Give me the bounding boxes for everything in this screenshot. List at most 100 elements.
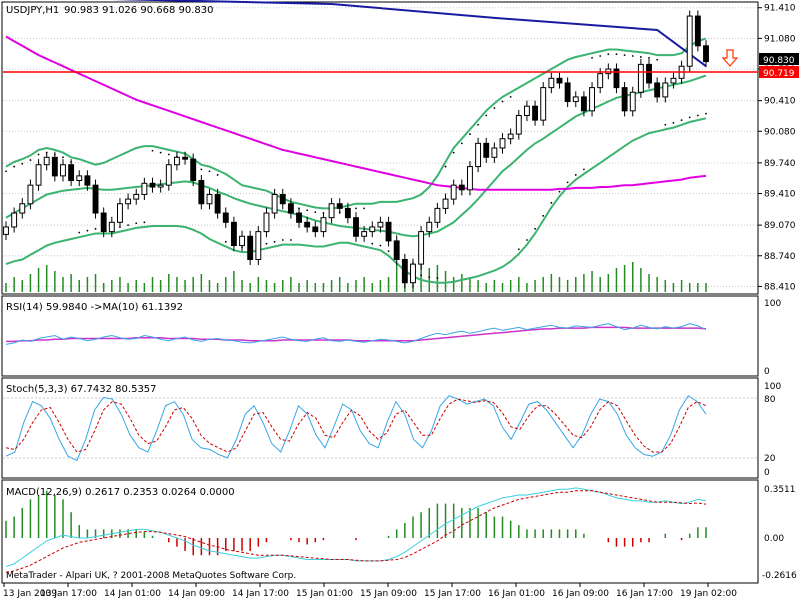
macd-label: MACD(12,26,9) 0.2617 0.2353 0.0264 0.000… xyxy=(6,487,235,498)
candle-body xyxy=(328,203,335,219)
sar-dot xyxy=(428,276,431,279)
price-axis: 91.41091.08090.75090.41090.08089.74089.4… xyxy=(758,4,796,292)
sar-dot xyxy=(143,221,146,224)
rsi-label: RSI(14) 59.9840 ->MA(10) 61.1392 xyxy=(6,302,183,313)
sar-dot xyxy=(696,114,699,117)
candle-body xyxy=(117,203,123,223)
sar-dot xyxy=(607,53,610,56)
candle-body xyxy=(426,221,433,233)
candle-body xyxy=(287,203,294,214)
candle-body xyxy=(548,77,555,89)
macd-signal-line xyxy=(5,490,707,573)
sar-dot xyxy=(86,229,89,232)
candle-body xyxy=(19,203,26,214)
sar-dot xyxy=(135,222,138,225)
sar-dot xyxy=(159,151,162,154)
candle-body xyxy=(670,77,677,84)
candle-body xyxy=(369,226,376,233)
stoch-panel: Stoch(5,3,3) 67.7432 80.5357 100 80 20 0 xyxy=(1,377,781,479)
candle-body xyxy=(239,235,245,247)
candle-body xyxy=(597,73,604,89)
sar-dot xyxy=(273,240,276,243)
candle-body xyxy=(646,63,652,84)
candle-body xyxy=(198,180,205,205)
ma-magenta-line xyxy=(5,35,707,191)
candle-body xyxy=(206,193,213,205)
sar-dot xyxy=(200,168,203,171)
sar-dot xyxy=(436,277,439,279)
candle-body xyxy=(385,221,392,242)
sar-dot xyxy=(306,209,309,212)
candle-body xyxy=(654,82,661,98)
moving-averages xyxy=(5,0,707,191)
candle-body xyxy=(11,212,18,228)
sar-dot xyxy=(664,123,667,126)
macd-tick-zero: 0.00 xyxy=(764,534,784,544)
time-tick-label: 13 Jan 2009 xyxy=(3,589,57,599)
candle-body xyxy=(336,203,343,209)
level-price-label: 90.719 xyxy=(759,66,799,79)
candle-body xyxy=(263,212,270,233)
candle-body xyxy=(507,133,514,140)
stoch-k-line xyxy=(5,394,707,462)
candle-body xyxy=(182,156,189,160)
candle-body xyxy=(312,226,319,233)
sar-dot xyxy=(623,54,626,56)
sar-dot xyxy=(29,159,32,161)
rsi-tick-100: 100 xyxy=(764,299,781,309)
level-price-value: 90.719 xyxy=(763,69,795,79)
sar-dot xyxy=(493,107,496,109)
sar-dot xyxy=(5,170,7,173)
sar-dot xyxy=(78,231,81,234)
sar-dot xyxy=(534,227,536,230)
candle-body xyxy=(434,207,441,223)
candle-body xyxy=(458,184,465,191)
sar-dot xyxy=(631,55,634,57)
price-tick-label: 90.410 xyxy=(764,97,796,107)
candle-body xyxy=(296,212,302,223)
sar-dot xyxy=(420,274,423,277)
sar-dot xyxy=(224,240,227,243)
rsi-tick-0: 0 xyxy=(764,367,770,377)
candle-body xyxy=(491,147,498,158)
time-tick-label: 15 Jan 01:00 xyxy=(296,589,353,599)
candle-body xyxy=(165,164,172,186)
candle-body xyxy=(523,105,530,116)
candle-body xyxy=(703,45,709,63)
time-tick-label: 16 Jan 09:00 xyxy=(552,589,609,599)
time-tick-label: 15 Jan 09:00 xyxy=(360,589,417,599)
candle-body xyxy=(108,221,115,233)
candle-body xyxy=(255,231,262,260)
sar-dot xyxy=(151,149,154,152)
sar-dot xyxy=(558,190,561,193)
down-arrow-icon[interactable] xyxy=(721,49,739,67)
sar-dot xyxy=(167,153,170,156)
time-tick-label: 13 Jan 17:00 xyxy=(40,589,97,599)
rsi-lines xyxy=(5,323,707,345)
candle-body xyxy=(222,212,229,223)
sar-dot xyxy=(127,224,129,227)
sar-dot xyxy=(648,56,650,59)
sar-dot xyxy=(281,239,284,241)
sar-dot xyxy=(363,207,366,210)
candle-body xyxy=(442,198,449,209)
candle-body xyxy=(76,175,83,182)
candle-body xyxy=(467,166,473,191)
macd-lines xyxy=(5,487,707,573)
candle-body xyxy=(68,164,75,182)
sar-dot xyxy=(485,114,488,117)
macd-tick-bottom: -0.2616 xyxy=(762,571,797,581)
ma-navy-line xyxy=(111,0,707,68)
sar-dot xyxy=(289,239,292,241)
price-tick-label: 89.070 xyxy=(764,221,796,231)
candle-body xyxy=(589,87,595,112)
sar-dot xyxy=(460,142,463,145)
sar-dot xyxy=(566,181,569,184)
band-lower-line xyxy=(5,117,707,284)
candle-body xyxy=(483,142,490,158)
candles xyxy=(3,10,709,289)
candle-body xyxy=(377,221,384,228)
sar-dot xyxy=(355,207,357,210)
candle-body xyxy=(320,217,327,233)
